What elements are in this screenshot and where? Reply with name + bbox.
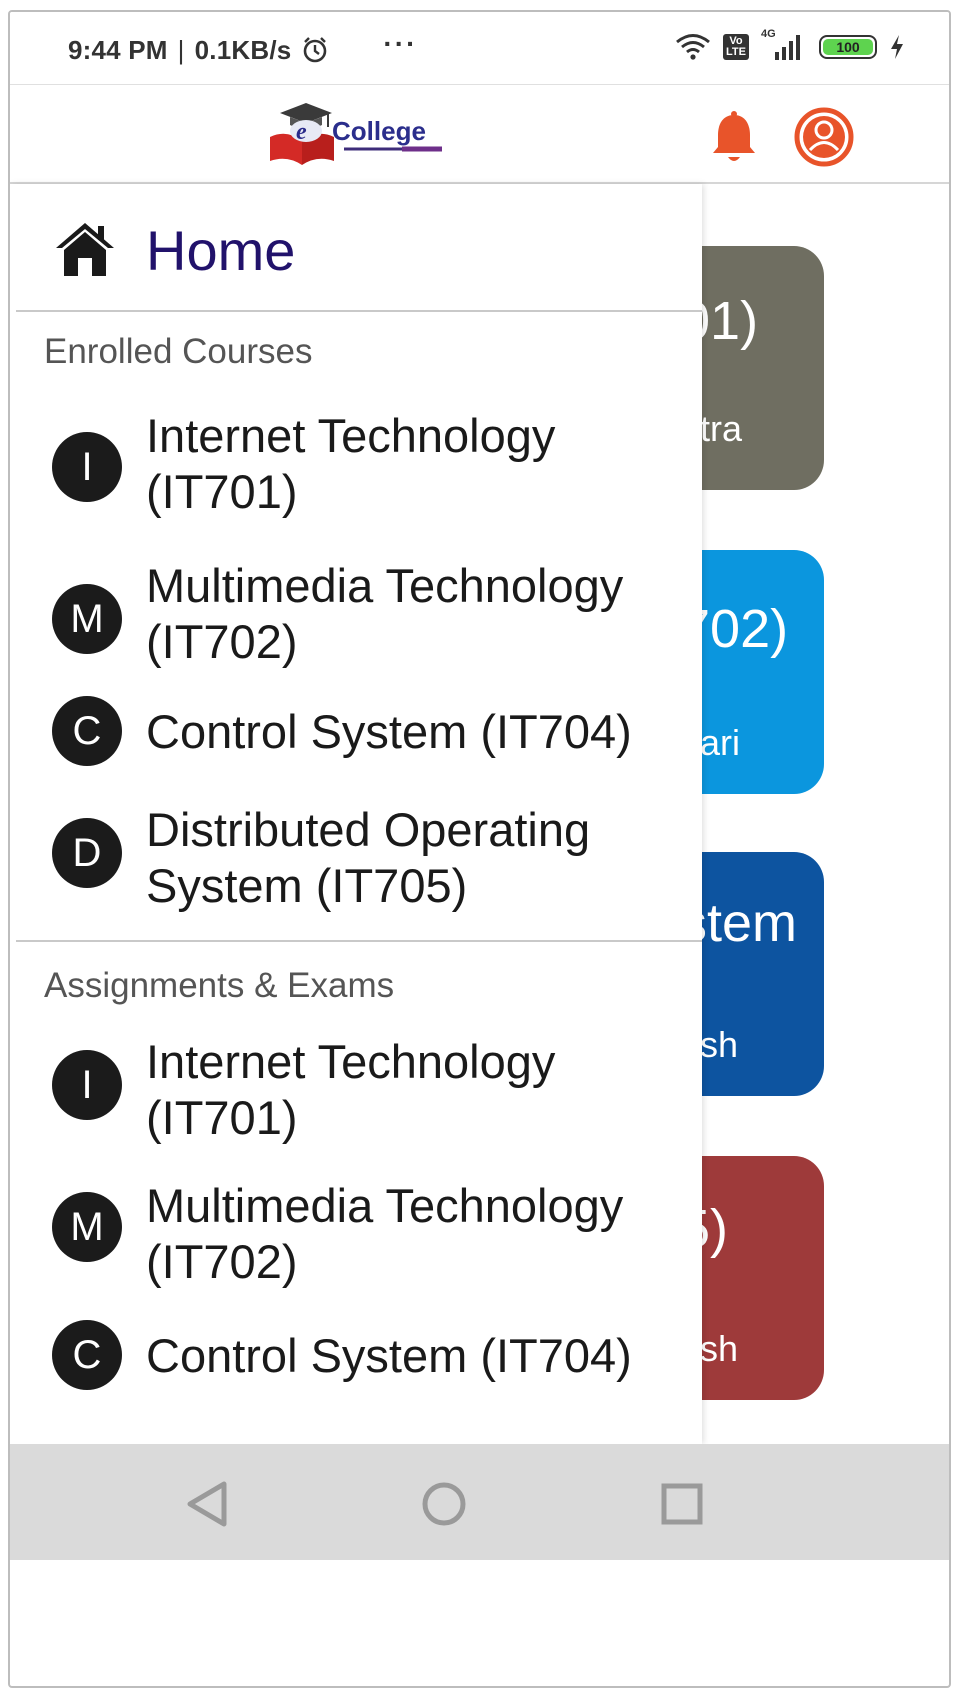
enrolled-course-item[interactable]: I Internet Technology (IT701) xyxy=(10,400,702,530)
phone-frame: 9:44 PM | 0.1KB/s ··· Vo LTE 4G xyxy=(8,10,951,1688)
course-initial-avatar: I xyxy=(52,1050,122,1120)
status-right: Vo LTE 4G 100 xyxy=(675,28,905,62)
home-icon xyxy=(56,223,114,276)
enrolled-courses-title: Enrolled Courses xyxy=(44,332,313,371)
divider xyxy=(16,310,702,312)
recents-icon[interactable] xyxy=(652,1474,712,1534)
course-label: Internet Technology (IT701) xyxy=(146,1035,556,1144)
course-label: Distributed Operating System (IT705) xyxy=(146,803,591,912)
volte-icon: Vo LTE xyxy=(723,34,749,60)
course-label: Control System (IT704) xyxy=(146,1329,632,1382)
status-time: 9:44 PM xyxy=(68,34,168,65)
home-nav-icon[interactable] xyxy=(414,1474,474,1534)
navigation-drawer: Home Enrolled Courses I Internet Technol… xyxy=(10,184,702,1444)
status-bar: 9:44 PM | 0.1KB/s ··· Vo LTE 4G xyxy=(10,12,949,84)
course-initial-avatar: M xyxy=(52,584,122,654)
assignments-exams-title: Assignments & Exams xyxy=(44,966,395,1005)
assignment-course-item[interactable]: I Internet Technology (IT701) xyxy=(10,1034,702,1164)
course-initial-avatar: C xyxy=(52,1320,122,1390)
logo-letter: e xyxy=(296,119,307,145)
logo-text: College xyxy=(332,116,426,146)
course-initial-avatar: C xyxy=(52,696,122,766)
divider xyxy=(16,940,702,942)
charging-icon xyxy=(891,35,903,59)
app-header: e College xyxy=(10,84,949,184)
assignment-course-item[interactable]: C Control System (IT704) xyxy=(10,1320,702,1404)
network-type: 4G xyxy=(761,28,776,40)
status-separator: | xyxy=(177,34,185,65)
status-left: 9:44 PM | 0.1KB/s ··· xyxy=(68,28,417,66)
battery-level: 100 xyxy=(823,39,873,55)
enrolled-course-item[interactable]: C Control System (IT704) xyxy=(10,694,702,778)
wifi-icon xyxy=(676,34,710,60)
system-navigation-bar xyxy=(10,1444,949,1560)
notification-bell-icon[interactable] xyxy=(710,111,758,165)
course-label: Multimedia Technology (IT702) xyxy=(146,559,624,668)
course-label: Multimedia Technology (IT702) xyxy=(146,1179,624,1288)
more-notifications-icon: ··· xyxy=(383,28,418,59)
status-speed: 0.1KB/s xyxy=(194,34,292,65)
profile-avatar-icon[interactable] xyxy=(794,107,854,167)
course-initial-avatar: D xyxy=(52,818,122,888)
alarm-icon xyxy=(304,37,327,63)
course-label: Control System (IT704) xyxy=(146,705,632,758)
course-initial-avatar: M xyxy=(52,1192,122,1262)
drawer-home-item[interactable]: Home xyxy=(10,184,702,312)
ecollege-logo: e College xyxy=(270,103,442,165)
back-icon[interactable] xyxy=(176,1474,236,1534)
enrolled-course-item[interactable]: M Multimedia Technology (IT702) xyxy=(10,552,702,682)
course-label: Internet Technology (IT701) xyxy=(146,409,556,518)
home-label: Home xyxy=(146,219,296,282)
enrolled-course-item[interactable]: D Distributed Operating System (IT705) xyxy=(10,802,702,932)
signal-icon: 4G xyxy=(761,28,807,62)
course-initial-avatar: I xyxy=(52,432,122,502)
assignment-course-item[interactable]: M Multimedia Technology (IT702) xyxy=(10,1179,702,1310)
battery-icon: 100 xyxy=(819,35,877,59)
